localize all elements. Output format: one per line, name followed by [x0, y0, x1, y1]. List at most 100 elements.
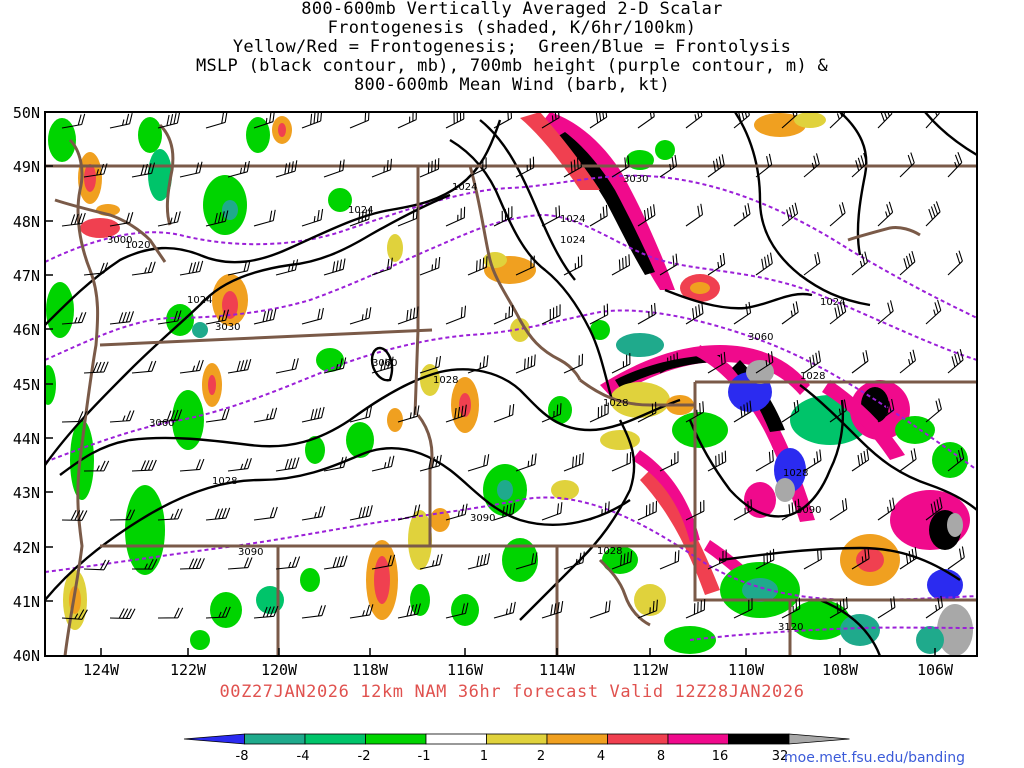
wind-barb [611, 155, 630, 178]
height-label: 3090 [238, 547, 263, 558]
wind-barb [733, 598, 753, 619]
wind-barb [803, 251, 821, 276]
wind-barb [179, 558, 205, 570]
frontogenesis-shading [45, 112, 973, 656]
wind-barb [755, 252, 773, 276]
wind-barb [733, 203, 751, 227]
wind-barb [467, 454, 490, 472]
wind-barb [947, 447, 965, 472]
wind-barb [877, 398, 895, 423]
wind-barb [349, 505, 373, 521]
wind-barb [637, 204, 656, 227]
mslp-labels: 1024 1024 1024 1024 1024 1020 1024 1028 … [125, 182, 845, 557]
wind-barb [157, 508, 183, 521]
wind-barb [83, 460, 110, 472]
wind-barb [61, 510, 88, 521]
wind-barb [205, 606, 231, 619]
wind-barb [685, 500, 705, 521]
wind-barb [637, 599, 658, 619]
wind-barb [131, 261, 156, 276]
wind-barb [563, 156, 582, 178]
wind-barb [589, 204, 608, 227]
wind-barb [371, 257, 393, 276]
wind-barb [109, 112, 133, 129]
wind-barb [707, 450, 727, 472]
colorbar-swatch [425, 733, 487, 745]
wind-barb [371, 554, 396, 570]
colorbar: -8 -4 -2 -1 1 2 4 8 16 32 [183, 733, 850, 764]
mslp-label: 1024 [348, 205, 373, 216]
colorbar-swatch [365, 733, 427, 745]
wind-barb [419, 256, 441, 276]
wind-barb [589, 402, 609, 423]
wind-barb [659, 550, 680, 570]
wind-barb [611, 353, 631, 374]
title-line-5: 800-600mb Mean Wind (barb, kt) [353, 75, 671, 95]
lon-label: 112W [632, 661, 669, 679]
wind-barb [227, 458, 252, 472]
colorbar-swatches [183, 733, 850, 745]
wind-barb [397, 405, 420, 423]
wind-barb [877, 596, 896, 619]
wind-barb [541, 304, 561, 325]
wind-barb [493, 206, 513, 227]
wind-barb [589, 112, 608, 129]
colorbar-label: 16 [712, 749, 729, 764]
wind-barb [467, 553, 491, 570]
lon-label: 120W [261, 661, 298, 679]
wind-barb [541, 601, 564, 619]
colorbar-label: 8 [657, 749, 665, 764]
wind-barb [781, 202, 799, 227]
wind-barb [157, 211, 181, 227]
wind-barb [109, 410, 135, 423]
wind-barb [397, 603, 421, 619]
wind-barb [109, 212, 134, 227]
colorbar-labels: -8 -4 -2 -1 1 2 4 8 16 32 [236, 749, 789, 764]
wind-barb [803, 350, 821, 374]
height-label: 3120 [778, 622, 803, 633]
mslp-label: 1020 [125, 240, 150, 251]
wind-barb [205, 408, 230, 423]
wind-barb [781, 301, 799, 325]
wind-barb [445, 112, 465, 129]
lon-label: 118W [352, 661, 389, 679]
wind-barb [925, 595, 944, 619]
wind-barb [851, 350, 869, 374]
wind-barb [803, 548, 822, 570]
wind-barb [179, 161, 203, 178]
wind-barb [611, 550, 633, 570]
height-labels: 3030 3000 3030 3060 3060 3060 3090 3090 … [107, 174, 821, 633]
wind-barb [301, 208, 324, 227]
wind-barb [685, 401, 705, 423]
wind-barb [733, 301, 752, 325]
wind-barb [515, 255, 535, 276]
wind-barb [467, 256, 488, 276]
wind-barb [157, 607, 184, 619]
wind-barb [755, 450, 774, 472]
wind-barb [685, 598, 706, 619]
wind-barb [947, 250, 963, 276]
wind-barb [275, 457, 300, 472]
lat-label: 50N [13, 104, 40, 122]
wind-barb [397, 207, 418, 227]
wind-barb [445, 206, 466, 227]
wind-barb [157, 112, 181, 129]
colorbar-label: -2 [358, 749, 371, 764]
wind-barb [419, 454, 442, 472]
height-label: 3090 [470, 513, 495, 524]
wind-barb [109, 509, 136, 521]
height-contours [45, 174, 977, 641]
wind-barb [515, 453, 537, 472]
wind-barb [205, 309, 230, 325]
colorbar-swatch [788, 733, 850, 745]
frontogenesis-map: 1024 1024 1024 1024 1024 1020 1024 1028 … [13, 104, 978, 679]
colorbar-swatch [728, 733, 790, 745]
wind-barb [179, 260, 204, 276]
wind-barb [109, 311, 135, 325]
colorbar-swatch [486, 733, 548, 745]
lat-label: 46N [13, 321, 40, 339]
wind-barb [227, 259, 251, 276]
wind-barb [611, 254, 631, 276]
wind-barb [515, 156, 535, 178]
credit-link[interactable]: moe.met.fsu.edu/banding [784, 750, 965, 766]
